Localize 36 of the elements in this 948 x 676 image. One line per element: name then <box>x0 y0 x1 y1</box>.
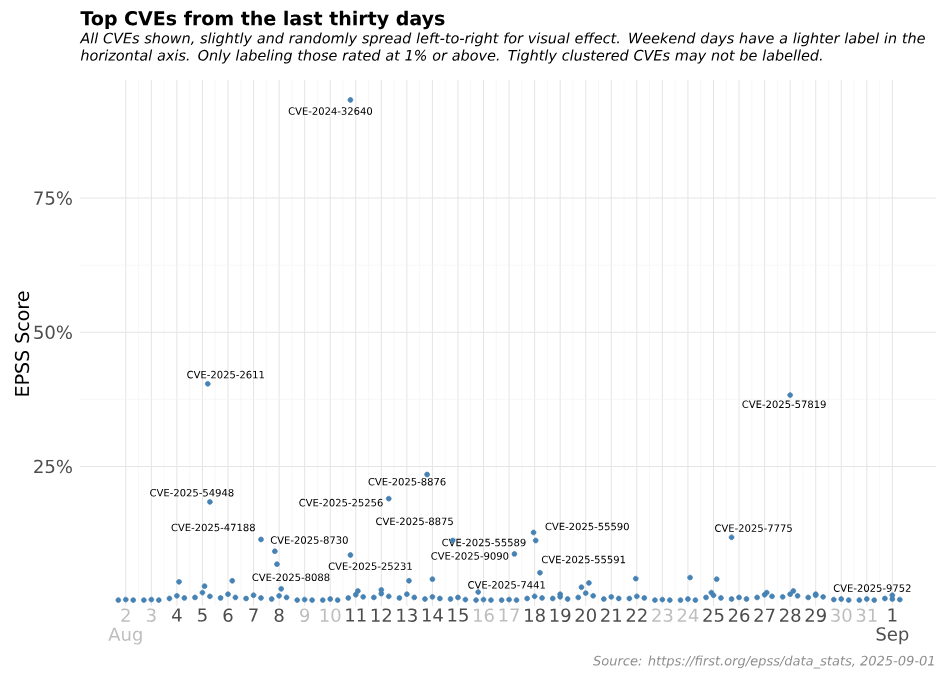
x-tick-label: 12 <box>371 608 391 622</box>
y-tick-label: 75% <box>34 191 72 205</box>
x-tick-label: 13 <box>397 608 417 623</box>
x-tick-label: 5 <box>198 608 207 622</box>
x-tick-label: 26 <box>728 608 750 623</box>
x-tick-label: 20 <box>575 608 596 623</box>
x-tick-label: 23 <box>652 608 673 623</box>
x-tick-label: 22 <box>626 608 647 622</box>
x-tick-label: 1 Sep <box>876 608 909 645</box>
x-tick-label: 4 <box>172 608 182 622</box>
x-tick-label: 2 Aug <box>108 608 142 645</box>
x-tick-label: 18 <box>525 608 545 623</box>
y-tick-label: 50% <box>34 325 72 340</box>
x-tick-label: 29 <box>805 608 826 623</box>
x-tick-label: 14 <box>422 608 443 622</box>
chart-title: Top CVEs from the last thirty days <box>80 10 445 30</box>
x-tick-label: 19 <box>550 608 571 623</box>
x-tick-label: 8 <box>274 608 284 623</box>
x-tick-label: 9 <box>300 608 310 623</box>
x-tick-label: 3 <box>146 608 156 623</box>
x-tick-label: 10 <box>320 608 341 623</box>
x-tick-label: 30 <box>831 608 852 623</box>
x-tick-label: 31 <box>856 608 877 623</box>
y-tick-label: 25% <box>34 459 72 474</box>
x-tick-label: 6 <box>223 608 233 623</box>
x-tick-label: 16 <box>474 608 494 623</box>
x-tick-label: 24 <box>677 608 699 622</box>
x-tick-label: 28 <box>780 608 801 623</box>
x-tick-label: 17 <box>499 608 519 622</box>
x-tick-label: 11 <box>346 608 366 622</box>
x-tick-label: 27 <box>754 608 775 622</box>
x-tick-label: 21 <box>601 608 622 622</box>
x-tick-label: 25 <box>703 608 724 623</box>
x-tick-label: 7 <box>249 608 258 622</box>
y-axis-title: EPSS Score <box>14 291 30 396</box>
x-tick-label: 15 <box>448 608 468 622</box>
